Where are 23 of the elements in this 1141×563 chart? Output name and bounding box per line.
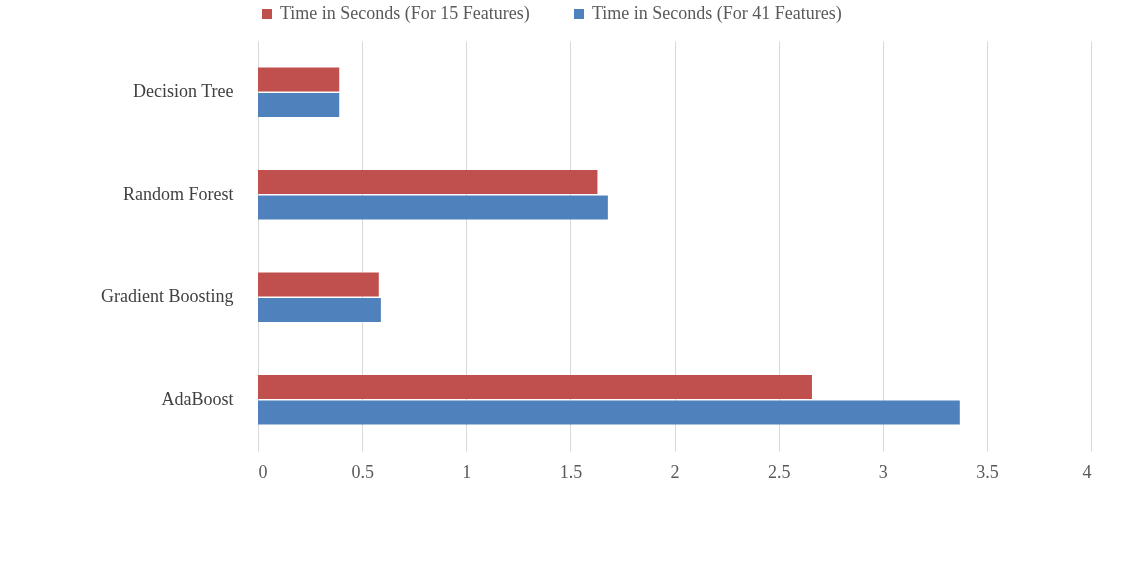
bar [258,400,960,425]
bar [258,169,598,194]
x-tick-label: 3.5 [976,461,999,482]
x-tick-label: 2.5 [767,461,791,482]
x-tick-label: 1 [462,461,472,482]
y-tick-label: Decision Tree [133,81,234,102]
x-tick-label: 4 [1082,461,1092,482]
bar [258,272,379,297]
y-tick-label: Gradient Boosting [101,286,234,307]
bar [258,298,381,323]
bar [258,93,340,118]
x-tick-label: 0.5 [351,461,374,482]
legend-label: Time in Seconds (For 41 Features) [592,3,842,24]
x-tick-label: 2 [670,461,680,482]
bar [258,195,608,220]
x-tick-label: 0 [258,461,268,482]
x-tick-label: 3 [878,461,888,482]
legend-label: Time in Seconds (For 15 Features) [280,3,530,24]
y-tick-label: Random Forest [123,183,234,204]
bar [258,67,340,92]
x-tick-label: 1.5 [559,461,583,482]
y-tick-label: AdaBoost [161,388,234,409]
bar [258,374,812,399]
